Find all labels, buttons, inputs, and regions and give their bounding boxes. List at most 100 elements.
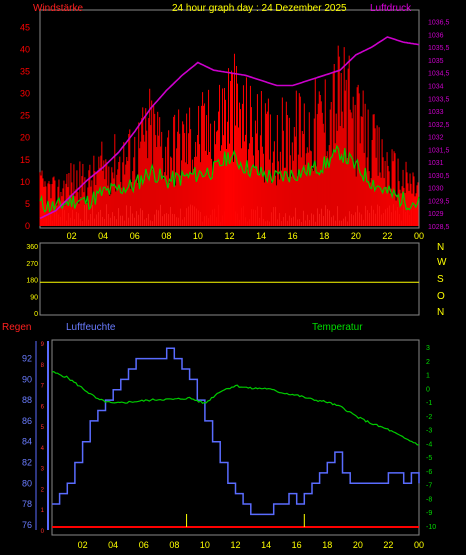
humidity-tick-label: 90 [22,374,32,384]
average-wind-line [39,144,420,213]
humidity-tick-label: 76 [22,520,32,530]
temperature-tick-label: 3 [426,345,430,352]
rain-tick-label: 4 [41,446,45,452]
pressure-tick-label: 1036,5 [428,20,450,27]
rain-tick-label: 2 [41,487,45,493]
time-tick-label: 06 [139,540,149,550]
humidity-temperature-panel [51,339,420,536]
time-tick-label: 08 [161,231,171,241]
temperature-tick-label: -8 [426,496,432,503]
wind-chart-marks: 0 5 10 15 20 25 30 35 40 45 1028,5 1029 1029,5 1030 10… [20,20,450,241]
time-tick-label: 22 [383,540,393,550]
pressure-tick-label: 1032 [428,135,444,142]
direction-tick-label: 270 [26,261,38,268]
temperature-tick-label: 1 [426,373,430,380]
pressure-tick-label: 1033 [428,109,444,116]
time-tick-label: 18 [319,231,329,241]
temperature-tick-label: -4 [426,441,432,448]
compass-label-east: O [437,291,445,302]
rain-tick-label: 6 [41,404,45,410]
time-tick-label: 18 [322,540,332,550]
chart-title: 24 hour graph day : 24 Dezember 2025 [172,3,347,14]
temperature-tick-label: -3 [426,428,432,435]
time-tick-label: 02 [78,540,88,550]
humidity-tick-label: 92 [22,354,32,364]
pressure-tick-label: 1029 [428,211,444,218]
wind-tick-label: 40 [20,44,30,54]
temperature-tick-label: -7 [426,483,432,490]
pressure-tick-label: 1036 [428,32,444,39]
pressure-line [39,36,420,220]
temperature-axis-title: Temperatur [312,322,363,333]
temperature-line [51,371,420,446]
time-tick-label: 20 [351,231,361,241]
time-tick-label: 04 [108,540,118,550]
pressure-tick-label: 1030 [428,186,444,193]
pressure-tick-label: 1031,5 [428,147,450,154]
humidity-tick-label: 80 [22,478,32,488]
humidity-tick-label: 84 [22,437,32,447]
time-tick-label: 02 [67,231,77,241]
rain-tick-label: 5 [41,425,45,431]
direction-tick-label: 180 [26,278,38,285]
pressure-tick-label: 1032,5 [428,122,450,129]
time-tick-label: 12 [230,540,240,550]
wind-tick-label: 25 [20,111,30,121]
time-tick-label: 14 [261,540,271,550]
pressure-tick-label: 1034,5 [428,71,450,78]
rain-tick-label: 7 [41,384,45,390]
temperature-tick-label: -9 [426,510,432,517]
direction-tick-label: 360 [26,244,38,251]
time-tick-label: 10 [200,540,210,550]
pressure-tick-label: 1033,5 [428,96,450,103]
time-tick-label: 20 [353,540,363,550]
rain-tick-label: 0 [41,529,45,535]
rain-axis-title: Regen [2,322,31,333]
compass-label-south: S [437,274,444,285]
time-tick-label: 14 [256,231,266,241]
pressure-tick-label: 1029,5 [428,198,450,205]
pressure-tick-label: 1035 [428,58,444,65]
temperature-tick-label: -1 [426,400,432,407]
temperature-tick-label: -2 [426,414,432,421]
temperature-tick-label: -6 [426,469,432,476]
time-tick-label: 12 [224,231,234,241]
humidity-line [52,347,420,516]
rain-tick-label: 3 [41,467,45,473]
wind-tick-label: 10 [20,177,30,187]
wind-tick-label: 30 [20,89,30,99]
time-tick-label: 00 [414,231,424,241]
time-tick-label: 00 [414,540,424,550]
wind-tick-label: 5 [25,199,30,209]
pressure-tick-label: 1030,5 [428,173,450,180]
wind-direction-panel [39,242,420,316]
pressure-tick-label: 1034 [428,84,444,91]
temperature-tick-label: 0 [426,386,430,393]
time-tick-label: 22 [382,231,392,241]
time-tick-label: 16 [292,540,302,550]
wind-tick-label: 20 [20,133,30,143]
pressure-axis-title: Luftdruck [370,3,412,14]
compass-label-north-bottom: N [437,307,444,318]
compass-label-west: W [437,257,447,268]
temperature-tick-label: -5 [426,455,432,462]
time-tick-label: 08 [169,540,179,550]
temperature-tick-label: -10 [426,524,436,531]
humidity-tick-label: 78 [22,499,32,509]
direction-tick-label: 0 [34,311,38,318]
wind-axis-title: Windstärke [33,3,83,14]
compass-label-north-top: N [437,242,444,253]
rain-tick-label: 9 [41,342,45,348]
temperature-tick-label: 2 [426,359,430,366]
direction-tick-label: 90 [30,294,38,301]
humidity-tick-label: 82 [22,457,32,467]
direction-chart-marks: 0 90 180 270 360 [26,244,419,318]
wind-tick-label: 15 [20,155,30,165]
wind-tick-label: 45 [20,22,30,32]
humidity-tick-label: 86 [22,416,32,426]
rain-tick-label: 1 [41,508,45,514]
wind-tick-label: 0 [25,221,30,231]
pressure-tick-label: 1035,5 [428,45,450,52]
